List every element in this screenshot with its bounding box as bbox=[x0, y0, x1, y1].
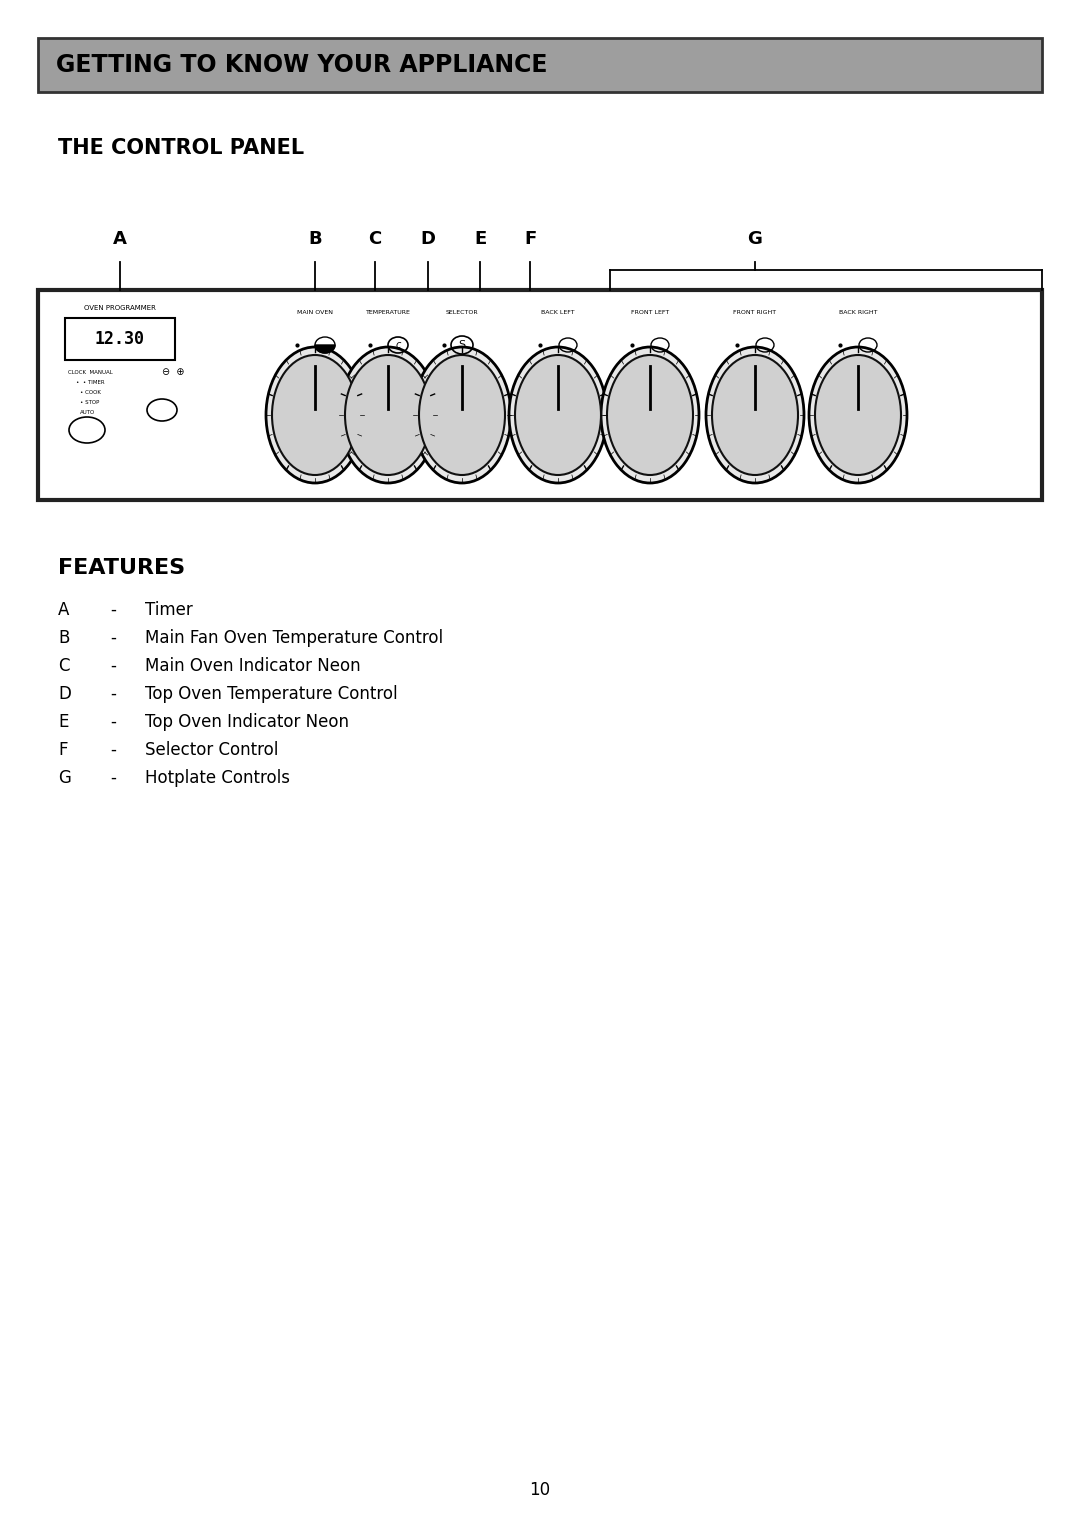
Text: E: E bbox=[474, 231, 486, 248]
Text: G: G bbox=[58, 769, 71, 787]
Text: C: C bbox=[368, 231, 381, 248]
Text: Main Oven Indicator Neon: Main Oven Indicator Neon bbox=[145, 657, 361, 675]
Text: -: - bbox=[110, 657, 116, 675]
Text: D: D bbox=[58, 685, 71, 703]
Text: • STOP: • STOP bbox=[80, 399, 99, 405]
Text: OVEN PROGRAMMER: OVEN PROGRAMMER bbox=[84, 306, 156, 312]
Ellipse shape bbox=[600, 347, 699, 483]
Text: ⊖  ⊕: ⊖ ⊕ bbox=[162, 367, 185, 377]
Text: c: c bbox=[395, 341, 401, 350]
Text: FEATURES: FEATURES bbox=[58, 558, 185, 578]
Bar bbox=[38, 290, 1042, 500]
Text: FRONT RIGHT: FRONT RIGHT bbox=[733, 310, 777, 315]
Text: Timer: Timer bbox=[145, 601, 192, 619]
Text: Main Fan Oven Temperature Control: Main Fan Oven Temperature Control bbox=[145, 630, 443, 646]
Polygon shape bbox=[315, 345, 335, 353]
Text: • COOK: • COOK bbox=[80, 390, 100, 394]
Ellipse shape bbox=[815, 354, 901, 475]
Bar bbox=[38, 38, 1042, 92]
Text: B: B bbox=[308, 231, 322, 248]
Text: GETTING TO KNOW YOUR APPLIANCE: GETTING TO KNOW YOUR APPLIANCE bbox=[56, 53, 548, 76]
Text: S: S bbox=[458, 341, 465, 350]
Text: G: G bbox=[747, 231, 762, 248]
Text: CLOCK  MANUAL: CLOCK MANUAL bbox=[68, 370, 112, 374]
Text: -: - bbox=[110, 714, 116, 730]
Ellipse shape bbox=[266, 347, 364, 483]
Text: 12.30: 12.30 bbox=[95, 330, 145, 348]
Bar bbox=[65, 318, 175, 361]
Ellipse shape bbox=[413, 347, 511, 483]
Text: THE CONTROL PANEL: THE CONTROL PANEL bbox=[58, 138, 305, 157]
Text: A: A bbox=[58, 601, 69, 619]
Ellipse shape bbox=[515, 354, 600, 475]
Text: Top Oven Indicator Neon: Top Oven Indicator Neon bbox=[145, 714, 349, 730]
Ellipse shape bbox=[339, 347, 437, 483]
Ellipse shape bbox=[809, 347, 907, 483]
Ellipse shape bbox=[147, 399, 177, 422]
Ellipse shape bbox=[706, 347, 804, 483]
Text: A: A bbox=[113, 231, 127, 248]
Text: SELECTOR: SELECTOR bbox=[446, 310, 478, 315]
Ellipse shape bbox=[272, 354, 357, 475]
Ellipse shape bbox=[607, 354, 693, 475]
Text: C: C bbox=[58, 657, 69, 675]
Text: MAIN OVEN: MAIN OVEN bbox=[297, 310, 333, 315]
Text: -: - bbox=[110, 741, 116, 759]
Text: -: - bbox=[110, 685, 116, 703]
Ellipse shape bbox=[419, 354, 505, 475]
Text: •  • TIMER: • • TIMER bbox=[76, 379, 105, 385]
Text: Hotplate Controls: Hotplate Controls bbox=[145, 769, 291, 787]
Text: AUTO: AUTO bbox=[80, 410, 95, 414]
Text: Top Oven Temperature Control: Top Oven Temperature Control bbox=[145, 685, 397, 703]
Ellipse shape bbox=[69, 417, 105, 443]
Text: D: D bbox=[420, 231, 435, 248]
Text: FRONT LEFT: FRONT LEFT bbox=[631, 310, 670, 315]
Text: -: - bbox=[110, 601, 116, 619]
Ellipse shape bbox=[712, 354, 798, 475]
Text: -: - bbox=[110, 630, 116, 646]
Text: E: E bbox=[58, 714, 68, 730]
Text: BACK RIGHT: BACK RIGHT bbox=[839, 310, 877, 315]
Text: F: F bbox=[524, 231, 536, 248]
Text: B: B bbox=[58, 630, 69, 646]
Ellipse shape bbox=[345, 354, 431, 475]
Text: -: - bbox=[110, 769, 116, 787]
Text: 10: 10 bbox=[529, 1481, 551, 1499]
Ellipse shape bbox=[509, 347, 607, 483]
Text: BACK LEFT: BACK LEFT bbox=[541, 310, 575, 315]
Text: TEMPERATURE: TEMPERATURE bbox=[365, 310, 410, 315]
Text: F: F bbox=[58, 741, 67, 759]
Text: Selector Control: Selector Control bbox=[145, 741, 279, 759]
